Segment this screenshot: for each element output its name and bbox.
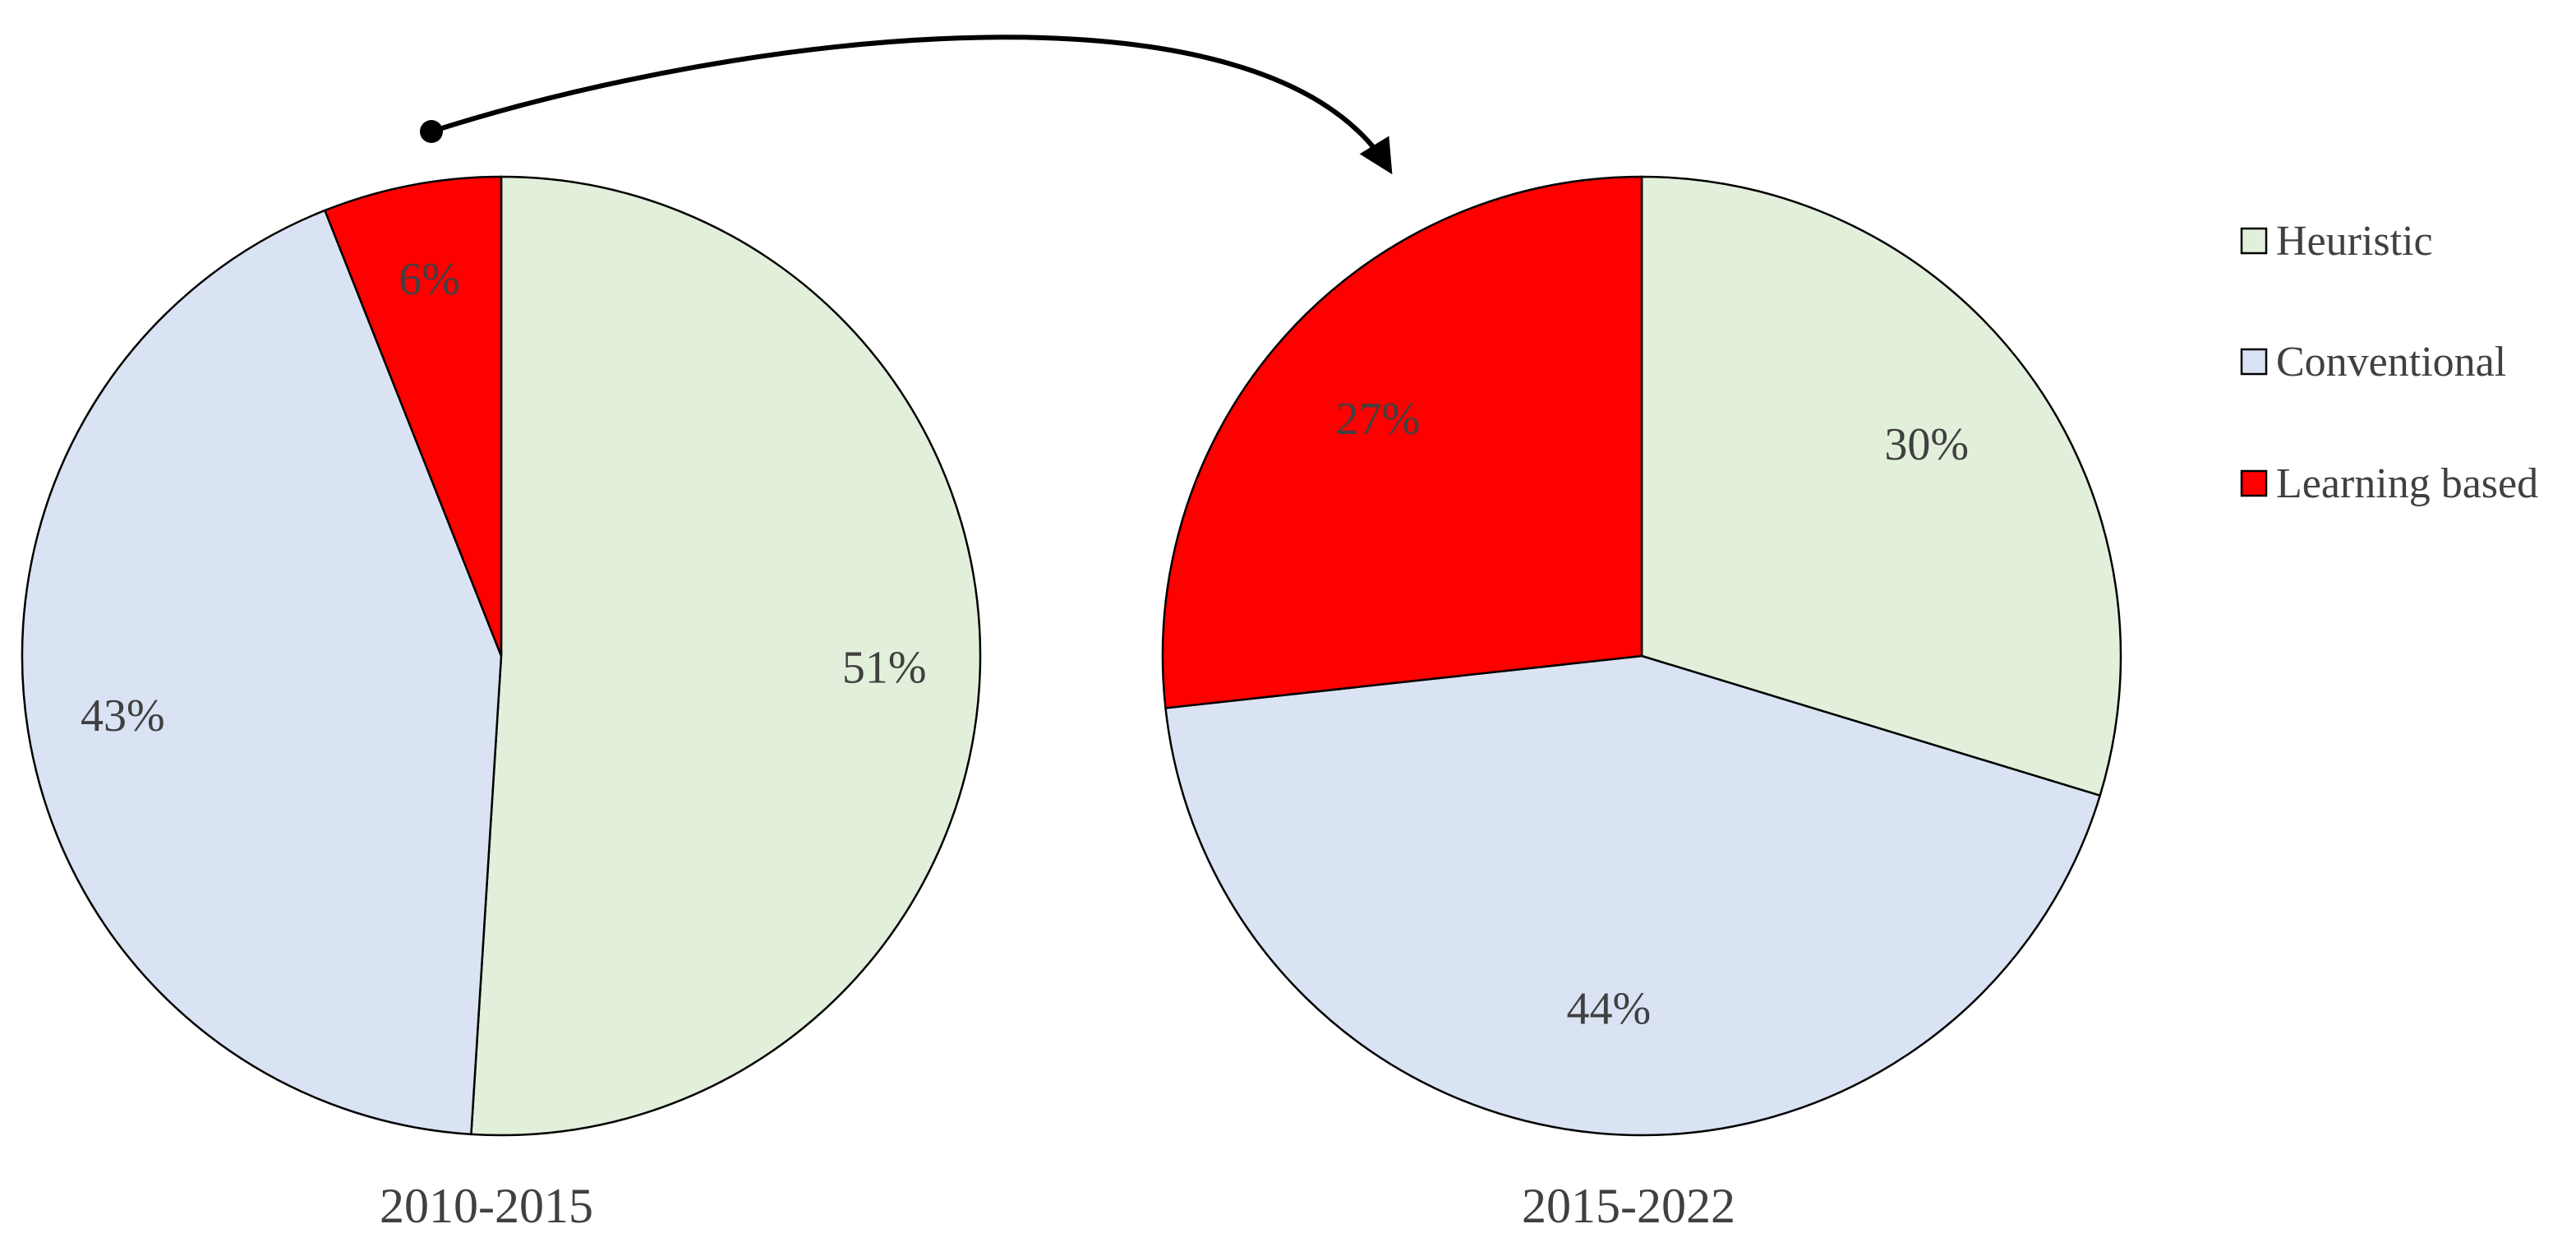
pie-slice-2010-2015-heuristic: [470, 175, 982, 1137]
pie-slice-2010-2015-learning-based: [323, 175, 503, 657]
pie-slice-2015-2022-learning-based: [1161, 175, 1643, 709]
pie-label-2010-2015-learning-based: 6%: [399, 254, 460, 305]
legend-swatch-conventional: [2240, 348, 2268, 376]
pie-label-2015-2022-conventional: 44%: [1566, 984, 1651, 1035]
legend-label-heuristic: Heuristic: [2276, 218, 2433, 265]
pie-slice-2015-2022-heuristic: [1640, 175, 2122, 797]
pie-label-2010-2015-heuristic: 51%: [842, 643, 927, 694]
pie-2010-2015: 51% 43% 6%: [21, 175, 982, 1137]
pie-2015-2022: 30% 44% 27%: [1161, 175, 2122, 1137]
legend-label-learning-based: Learning based: [2276, 460, 2538, 507]
legend-swatch-heuristic: [2240, 227, 2268, 255]
pie-slice-2010-2015-conventional: [21, 209, 503, 1136]
legend-swatch-learning-based: [2240, 469, 2268, 497]
transition-arrow: [420, 35, 1393, 175]
arrow-curve: [431, 35, 1393, 175]
legend-label-conventional: Conventional: [2276, 339, 2506, 386]
pie-caption-2015-2022: 2015-2022: [1522, 1179, 1735, 1233]
pie-caption-2010-2015: 2010-2015: [380, 1179, 593, 1233]
pie-label-2015-2022-learning-based: 27%: [1335, 394, 1420, 445]
pie-label-2010-2015-conventional: 43%: [81, 690, 165, 741]
pie-label-2015-2022-heuristic: 30%: [1884, 419, 1969, 470]
legend: Heuristic Conventional Learning based: [2240, 218, 2538, 507]
pie-slice-2015-2022-conventional: [1164, 654, 2102, 1137]
